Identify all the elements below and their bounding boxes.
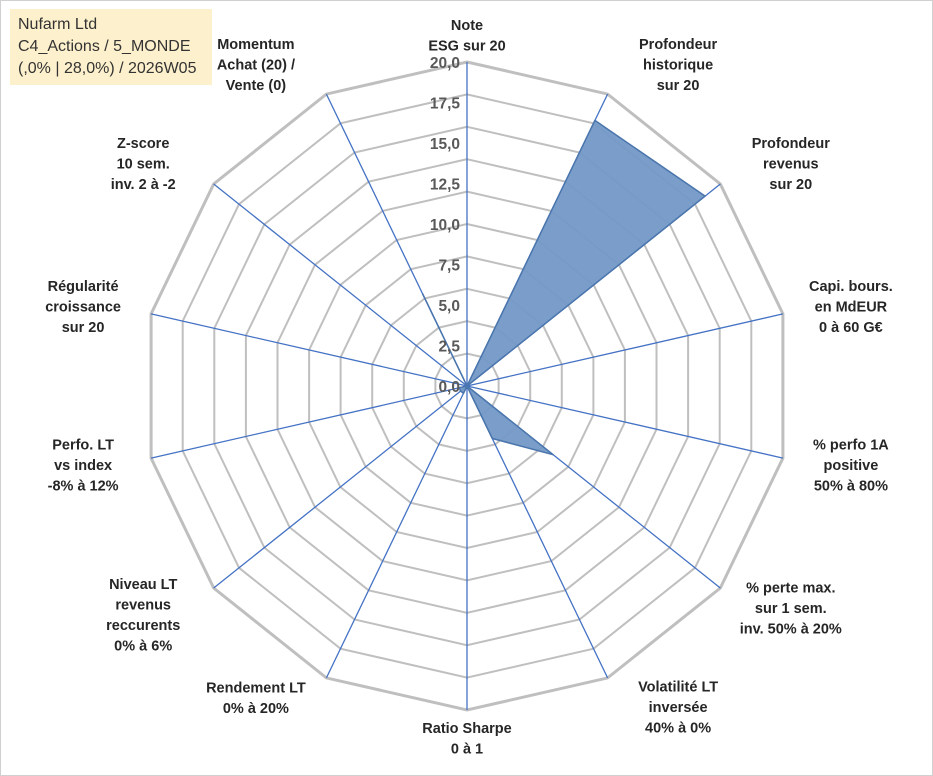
axis-spoke bbox=[466, 313, 784, 387]
tick-labels: 0,0 2,5 5,0 7,5 10,0 12,5 15,0 17,5 20,0 bbox=[430, 55, 461, 396]
axis-label: Volatilité LT inversée 40% à 0% bbox=[638, 680, 718, 737]
axis-label: Capi. bours. en MdEUR 0 à 60 G€ bbox=[809, 279, 893, 336]
axis-label: Momentum Achat (20) / Vente (0) bbox=[217, 37, 295, 94]
tick-label: 20,0 bbox=[430, 55, 460, 72]
axis-spoke bbox=[213, 183, 468, 387]
info-box: Nufarm Ltd C4_Actions / 5_MONDE (,0% | 2… bbox=[10, 9, 212, 85]
tick-label: 15,0 bbox=[430, 136, 460, 153]
info-line-category: C4_Actions / 5_MONDE bbox=[18, 38, 191, 55]
axis-labels: Note ESG sur 20 Profondeur historique sur 20… bbox=[45, 18, 893, 758]
series bbox=[421, 119, 706, 456]
tick-label: 2,5 bbox=[438, 339, 460, 356]
axis-label: Régularité croissance sur 20 bbox=[45, 279, 121, 336]
axis-spoke bbox=[466, 385, 784, 459]
axis-label: Perfo. LT vs index -8% à 12% bbox=[48, 438, 119, 495]
tick-label: 5,0 bbox=[438, 298, 460, 315]
axis-label: Note ESG sur 20 bbox=[428, 18, 505, 55]
axis-label: Niveau LT revenus reccurents 0% à 6% bbox=[106, 577, 180, 655]
axis-spoke bbox=[150, 385, 468, 459]
axis-label: Profondeur historique sur 20 bbox=[639, 37, 717, 94]
axis-label: % perfo 1A positive 50% à 80% bbox=[813, 438, 889, 495]
axis-label: Rendement LT 0% à 20% bbox=[206, 681, 306, 718]
axis-label: Profondeur revenus sur 20 bbox=[752, 136, 830, 193]
axis-spoke bbox=[150, 313, 468, 387]
tick-label: 0,0 bbox=[438, 379, 460, 396]
tick-label: 17,5 bbox=[430, 96, 461, 113]
axis-spoke bbox=[213, 385, 468, 589]
tick-label: 7,5 bbox=[438, 258, 460, 275]
axis-spoke bbox=[325, 385, 468, 679]
tick-label: 12,5 bbox=[430, 177, 461, 194]
axis-label: % perte max. sur 1 sem. inv. 50% à 20% bbox=[740, 581, 842, 638]
tick-label: 10,0 bbox=[430, 217, 460, 234]
info-line-company: Nufarm Ltd bbox=[18, 16, 98, 33]
axis-label: Z-score 10 sem. inv. 2 à -2 bbox=[111, 136, 176, 193]
info-line-period: (,0% | 28,0%) / 2026W05 bbox=[18, 60, 197, 77]
axis-label: Ratio Sharpe 0 à 1 bbox=[422, 721, 511, 758]
series-area bbox=[421, 119, 706, 456]
